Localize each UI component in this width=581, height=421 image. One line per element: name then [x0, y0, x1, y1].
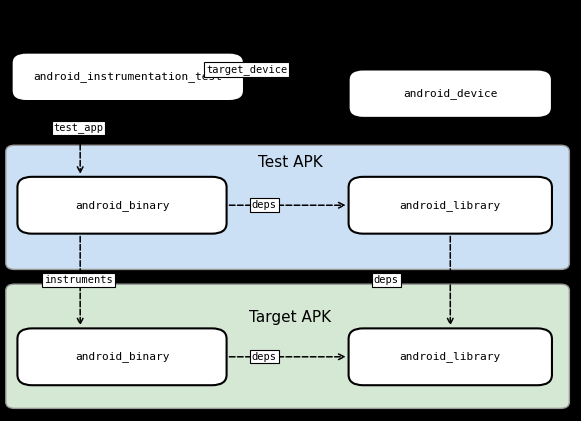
- FancyBboxPatch shape: [6, 145, 569, 269]
- FancyBboxPatch shape: [17, 328, 227, 385]
- FancyBboxPatch shape: [349, 69, 552, 118]
- Text: Test APK: Test APK: [258, 155, 323, 170]
- Text: deps: deps: [374, 275, 399, 285]
- Text: Target APK: Target APK: [249, 310, 332, 325]
- Text: target_device: target_device: [206, 64, 288, 75]
- Text: android_device: android_device: [403, 88, 497, 99]
- Text: instruments: instruments: [44, 275, 113, 285]
- FancyBboxPatch shape: [17, 177, 227, 234]
- FancyBboxPatch shape: [349, 328, 552, 385]
- Text: android_library: android_library: [400, 352, 501, 362]
- Text: android_library: android_library: [400, 200, 501, 210]
- Text: deps: deps: [252, 200, 277, 210]
- FancyBboxPatch shape: [349, 177, 552, 234]
- Text: android_instrumentation_test: android_instrumentation_test: [33, 72, 223, 82]
- FancyBboxPatch shape: [12, 53, 244, 101]
- Text: deps: deps: [252, 352, 277, 362]
- Text: test_app: test_app: [53, 123, 103, 133]
- Text: android_binary: android_binary: [75, 200, 169, 210]
- Text: android_binary: android_binary: [75, 352, 169, 362]
- FancyBboxPatch shape: [6, 284, 569, 408]
